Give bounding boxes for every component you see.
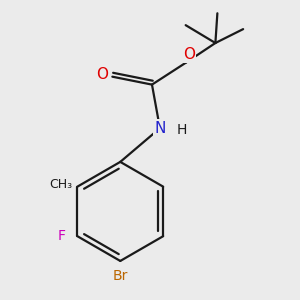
Text: Br: Br: [112, 269, 128, 283]
Text: H: H: [176, 123, 187, 137]
Text: CH₃: CH₃: [49, 178, 72, 191]
Text: O: O: [96, 67, 108, 82]
Text: N: N: [154, 121, 166, 136]
Text: F: F: [58, 229, 65, 243]
Text: O: O: [183, 46, 195, 62]
